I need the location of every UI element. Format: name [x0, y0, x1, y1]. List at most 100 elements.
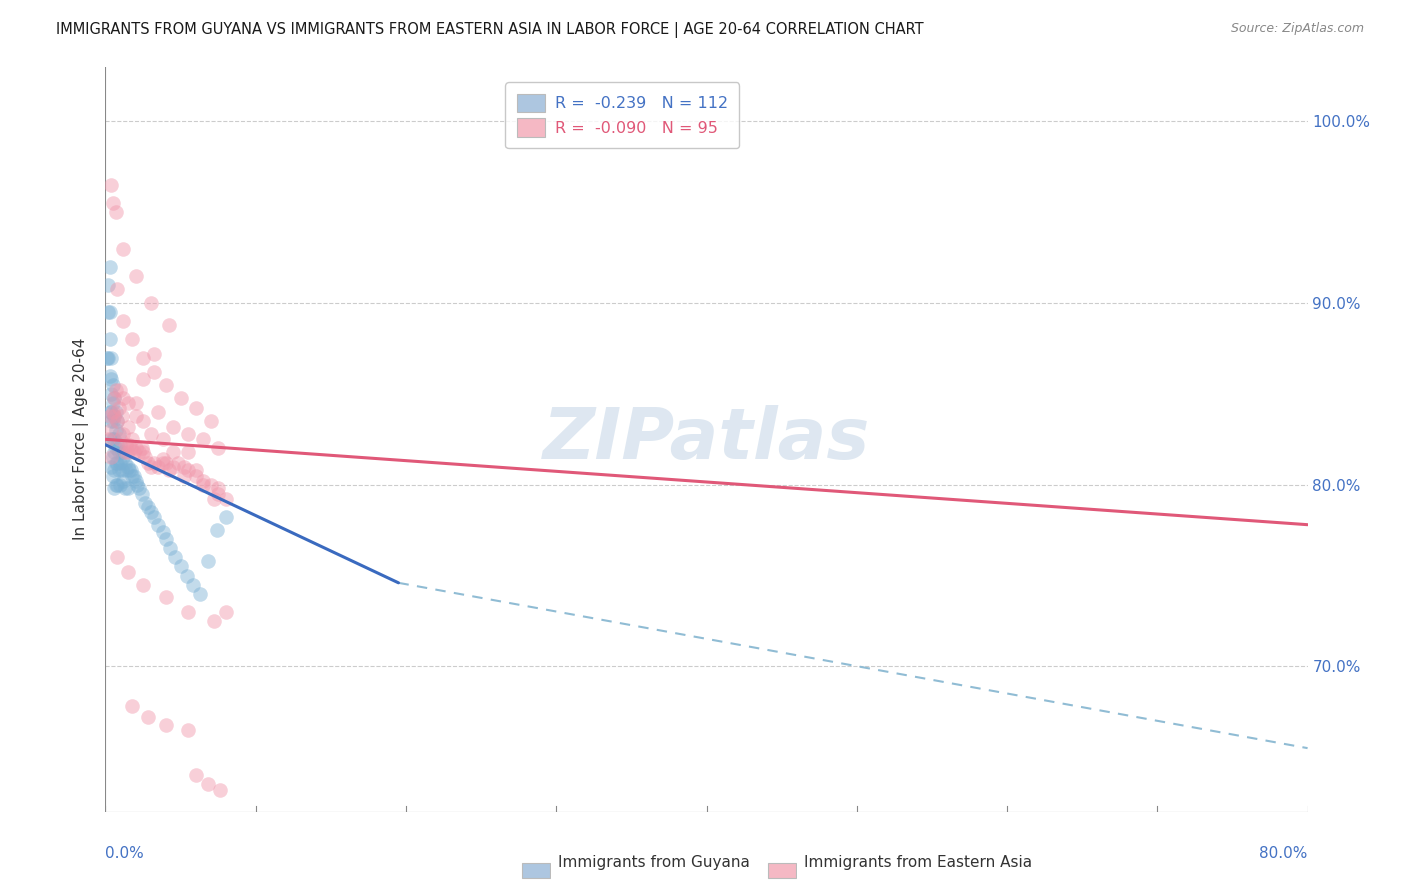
Point [98, 305, 121, 319]
Point [134, 450, 156, 465]
Point [117, 419, 139, 434]
Point [184, 401, 207, 416]
Point [98, 409, 121, 423]
Point [125, 477, 148, 491]
Point [117, 445, 139, 459]
Point [177, 445, 200, 459]
Legend: R =  -0.239   N = 112, R =  -0.090   N = 95: R = -0.239 N = 112, R = -0.090 N = 95 [505, 82, 740, 148]
Point [111, 445, 134, 459]
Point [100, 459, 122, 474]
Point [142, 510, 165, 524]
Point [103, 463, 125, 477]
Point [98, 260, 121, 274]
Point [118, 463, 141, 477]
Point [124, 474, 146, 488]
Point [152, 456, 174, 470]
Point [98, 405, 121, 419]
Point [117, 396, 139, 410]
Point [202, 614, 225, 628]
Point [107, 414, 129, 428]
Point [122, 468, 145, 483]
Point [103, 409, 125, 423]
Point [100, 423, 122, 437]
Point [111, 463, 134, 477]
Point [108, 445, 131, 459]
Point [122, 445, 145, 459]
Point [107, 456, 129, 470]
Point [97, 277, 120, 292]
Point [169, 559, 191, 574]
Point [177, 463, 200, 477]
Point [101, 405, 124, 419]
Point [173, 459, 195, 474]
Point [124, 409, 146, 423]
Point [100, 387, 122, 401]
Point [104, 442, 127, 456]
Point [103, 391, 125, 405]
Point [101, 450, 124, 465]
Point [110, 438, 132, 452]
Point [162, 419, 184, 434]
Point [107, 414, 129, 428]
Point [128, 481, 150, 495]
Point [107, 477, 129, 491]
Point [100, 414, 122, 428]
Point [177, 426, 200, 441]
Point [110, 384, 132, 398]
Point [200, 414, 222, 428]
Point [101, 196, 124, 211]
Bar [522, 863, 550, 879]
Point [188, 587, 211, 601]
Point [207, 487, 229, 501]
Point [104, 423, 127, 437]
Point [191, 474, 214, 488]
Point [100, 351, 122, 365]
Point [104, 384, 127, 398]
Point [132, 577, 155, 591]
Point [117, 459, 139, 474]
Point [120, 463, 142, 477]
Point [117, 565, 139, 579]
Point [208, 783, 231, 797]
Point [101, 414, 124, 428]
Point [163, 550, 186, 565]
Point [98, 368, 121, 383]
Point [166, 456, 188, 470]
Point [139, 459, 162, 474]
Point [112, 242, 135, 256]
Y-axis label: In Labor Force | Age 20-64: In Labor Force | Age 20-64 [73, 338, 90, 541]
Point [97, 433, 120, 447]
Point [134, 496, 156, 510]
Point [184, 468, 207, 483]
Point [115, 438, 138, 452]
Point [152, 524, 174, 539]
Point [97, 351, 120, 365]
Point [110, 456, 132, 470]
Point [155, 377, 177, 392]
Point [197, 777, 219, 791]
Point [159, 541, 181, 556]
Point [97, 305, 120, 319]
Point [100, 178, 122, 192]
Point [115, 463, 138, 477]
Point [108, 463, 131, 477]
Point [96, 351, 118, 365]
Point [104, 205, 127, 219]
Point [114, 481, 136, 495]
Point [169, 391, 191, 405]
Point [136, 456, 159, 470]
Point [107, 438, 129, 452]
Point [121, 468, 143, 483]
Point [103, 481, 125, 495]
Point [142, 365, 165, 379]
Point [117, 481, 139, 495]
Point [132, 445, 155, 459]
Point [104, 405, 127, 419]
Point [104, 456, 127, 470]
Point [184, 463, 207, 477]
Point [214, 492, 236, 507]
Point [103, 391, 125, 405]
Point [103, 445, 125, 459]
Point [108, 401, 131, 416]
Point [108, 426, 131, 441]
